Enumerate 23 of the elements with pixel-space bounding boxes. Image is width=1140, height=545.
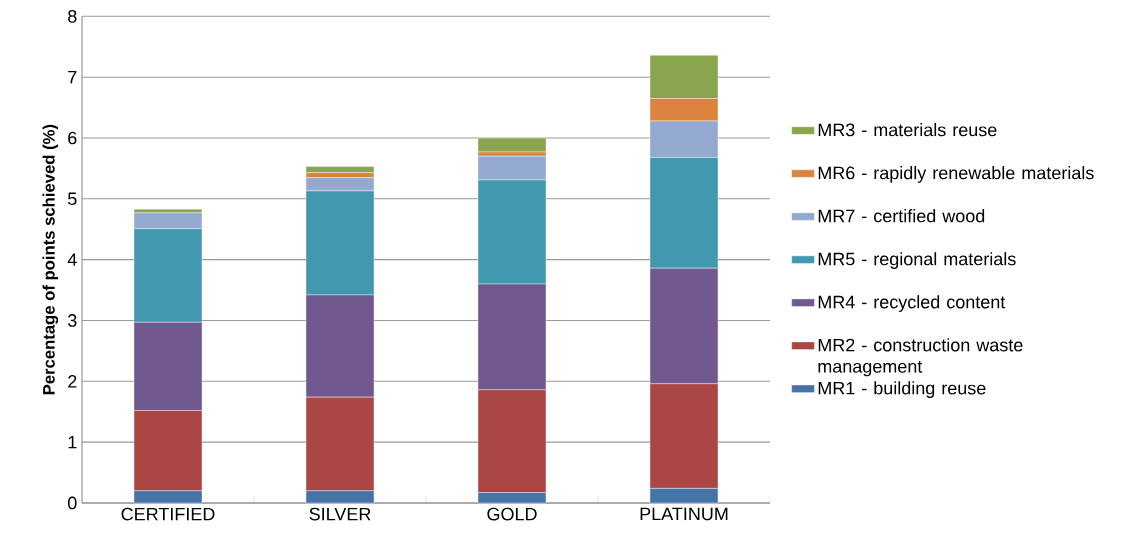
y-tick-label: 7 bbox=[68, 70, 77, 84]
y-tick-label: 3 bbox=[67, 314, 77, 327]
y-tick-label: 6 bbox=[68, 131, 77, 145]
legend-label: MR4 - recycled content bbox=[818, 295, 1006, 312]
y-tick-label: 5 bbox=[68, 192, 77, 206]
bar bbox=[305, 166, 375, 173]
y-tick-label: 0 bbox=[68, 496, 77, 510]
legend-label: MR5 - regional materials bbox=[818, 252, 1016, 269]
x-tick-label: GOLD bbox=[487, 507, 537, 521]
x-tick-label: PLATINUM bbox=[640, 507, 728, 521]
y-tick-label: 8 bbox=[68, 9, 77, 23]
y-axis-title: Percentage of points schieved (%) bbox=[42, 124, 59, 395]
y-tick-label: 1 bbox=[68, 435, 77, 449]
legend-label: MR7 - certified wood bbox=[818, 209, 985, 223]
legend-label: MR6 - rapidly renewable materials bbox=[818, 166, 1094, 183]
legend-label: MR1 - building reuse bbox=[818, 381, 986, 399]
y-tick-label: 4 bbox=[67, 253, 77, 266]
legend-label: MR3 - materials reuse bbox=[818, 123, 997, 137]
legend-label: MR2 - construction waste management bbox=[818, 338, 1023, 377]
x-tick-label: SILVER bbox=[309, 507, 371, 521]
x-tick-label: CERTIFIED bbox=[121, 507, 215, 521]
y-tick-label: 2 bbox=[68, 375, 77, 388]
bar bbox=[477, 137, 547, 153]
